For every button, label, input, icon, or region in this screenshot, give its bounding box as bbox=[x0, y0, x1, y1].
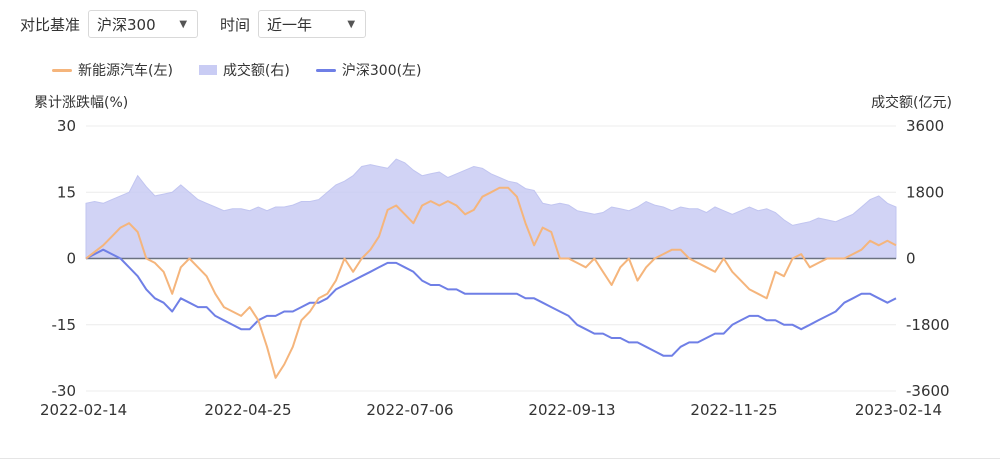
legend-label-nev: 新能源汽车(左) bbox=[78, 63, 173, 79]
x-tick-label: 2022-09-13 bbox=[528, 401, 615, 419]
hs300-line bbox=[85, 248, 897, 357]
time-select[interactable]: 近一年 ▼ bbox=[258, 10, 367, 38]
left-tick-label: 0 bbox=[66, 250, 76, 268]
toolbar: 对比基准 沪深300 ▼ 时间 近一年 ▼ bbox=[20, 10, 367, 38]
left-tick-label: 30 bbox=[57, 117, 76, 135]
legend-item-nev[interactable]: 新能源汽车(左) bbox=[52, 60, 173, 80]
benchmark-select-value: 沪深300 bbox=[97, 15, 156, 34]
chevron-down-icon: ▼ bbox=[179, 18, 188, 30]
legend-item-volume[interactable]: 成交额(右) bbox=[198, 60, 290, 80]
legend-swatch-nev bbox=[52, 68, 72, 72]
x-tick-label: 2022-11-25 bbox=[690, 401, 777, 419]
right-tick-label: -1800 bbox=[906, 316, 950, 334]
left-tick-label: -15 bbox=[52, 316, 77, 334]
right-tick-label: 0 bbox=[906, 250, 916, 268]
legend-swatch-hs300 bbox=[315, 68, 336, 72]
left-tick-label: 15 bbox=[57, 183, 76, 201]
right-tick-label: 3600 bbox=[906, 117, 944, 135]
time-select-value: 近一年 bbox=[267, 15, 313, 34]
x-tick-label: 2022-07-06 bbox=[366, 401, 453, 419]
nev-line bbox=[85, 186, 897, 379]
legend-label-volume: 成交额(右) bbox=[222, 63, 290, 79]
chevron-down-icon: ▼ bbox=[347, 18, 356, 30]
right-axis-title: 成交额(亿元) bbox=[871, 95, 952, 111]
volume-area bbox=[85, 158, 897, 259]
x-tick-label: 2022-04-25 bbox=[204, 401, 291, 419]
time-label: 时间 bbox=[220, 15, 251, 34]
left-tick-label: -30 bbox=[52, 382, 77, 400]
benchmark-select[interactable]: 沪深300 ▼ bbox=[88, 10, 199, 38]
benchmark-label: 对比基准 bbox=[20, 15, 81, 34]
x-tick-label: 2023-02-14 bbox=[855, 401, 942, 419]
legend-swatch-volume bbox=[198, 65, 217, 75]
left-axis-title: 累计涨跌幅(%) bbox=[34, 95, 129, 111]
x-tick-label: 2022-02-14 bbox=[40, 401, 127, 419]
legend-item-hs300[interactable]: 沪深300(左) bbox=[315, 60, 422, 80]
legend-label-hs300: 沪深300(左) bbox=[341, 63, 422, 79]
right-tick-label: 1800 bbox=[906, 183, 944, 201]
right-tick-label: -3600 bbox=[906, 382, 950, 400]
chart-legend: 新能源汽车(左) 成交额(右) 沪深300(左) bbox=[52, 60, 448, 80]
